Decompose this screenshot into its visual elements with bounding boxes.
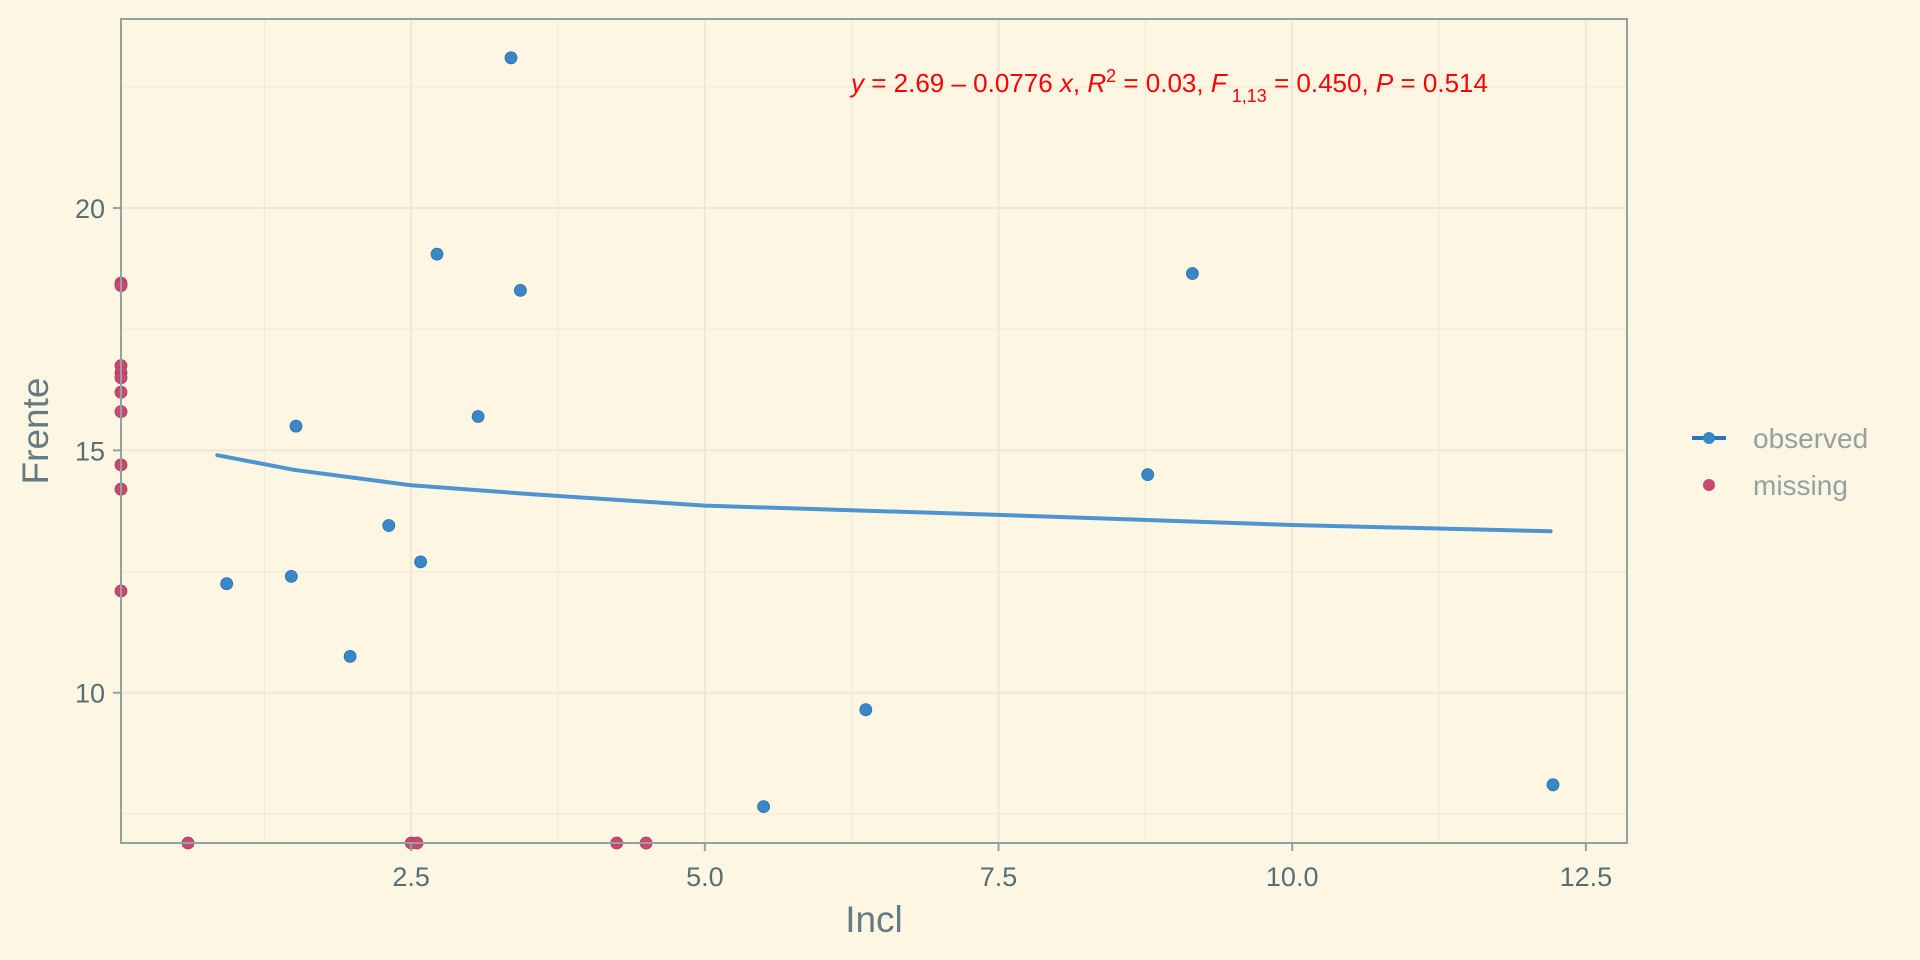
observed-point — [504, 51, 518, 65]
observed-point — [220, 577, 234, 591]
grid-major — [121, 19, 1627, 843]
fit-line — [215, 453, 1553, 534]
x-tick-label: 5.0 — [686, 862, 724, 892]
legend-key-missing-point — [1703, 479, 1715, 491]
legend-key-observed-point — [1703, 432, 1715, 444]
observed-point — [757, 800, 770, 813]
x-tick-label: 7.5 — [980, 862, 1018, 892]
plot-panel — [121, 19, 1627, 843]
legend: observed missing — [1692, 423, 1868, 501]
y-axis: 10 15 20 — [75, 194, 121, 709]
x-tick-label: 2.5 — [392, 862, 430, 892]
observed-point — [514, 283, 527, 297]
observed-point — [382, 519, 396, 532]
observed-point — [284, 570, 298, 583]
observed-point — [1186, 267, 1199, 280]
observed-point — [859, 703, 873, 717]
regression-equation: y = 2.69 – 0.0776 x, R2 = 0.03, F 1,13 =… — [849, 66, 1488, 106]
observed-point — [1141, 468, 1155, 482]
x-axis: 2.5 5.0 7.5 10.0 12.5 — [392, 843, 1612, 892]
y-axis-label: Frente — [15, 378, 56, 485]
observed-point — [343, 650, 357, 663]
observed-point — [430, 247, 444, 261]
legend-label-observed: observed — [1753, 423, 1868, 454]
plot-border — [120, 18, 1628, 844]
y-tick-label: 15 — [75, 436, 105, 466]
x-tick-label: 10.0 — [1266, 862, 1319, 892]
observed-point — [1546, 778, 1560, 792]
legend-label-missing: missing — [1753, 470, 1848, 501]
observed-point — [471, 410, 485, 423]
observed-point — [414, 555, 428, 569]
x-tick-label: 12.5 — [1560, 862, 1613, 892]
y-tick-label: 10 — [75, 679, 105, 709]
x-axis-label: Incl — [845, 899, 903, 940]
observed-point — [289, 419, 303, 433]
y-tick-label: 20 — [75, 194, 105, 224]
grid-minor — [121, 19, 1627, 843]
fit-line-layer — [215, 453, 1553, 534]
